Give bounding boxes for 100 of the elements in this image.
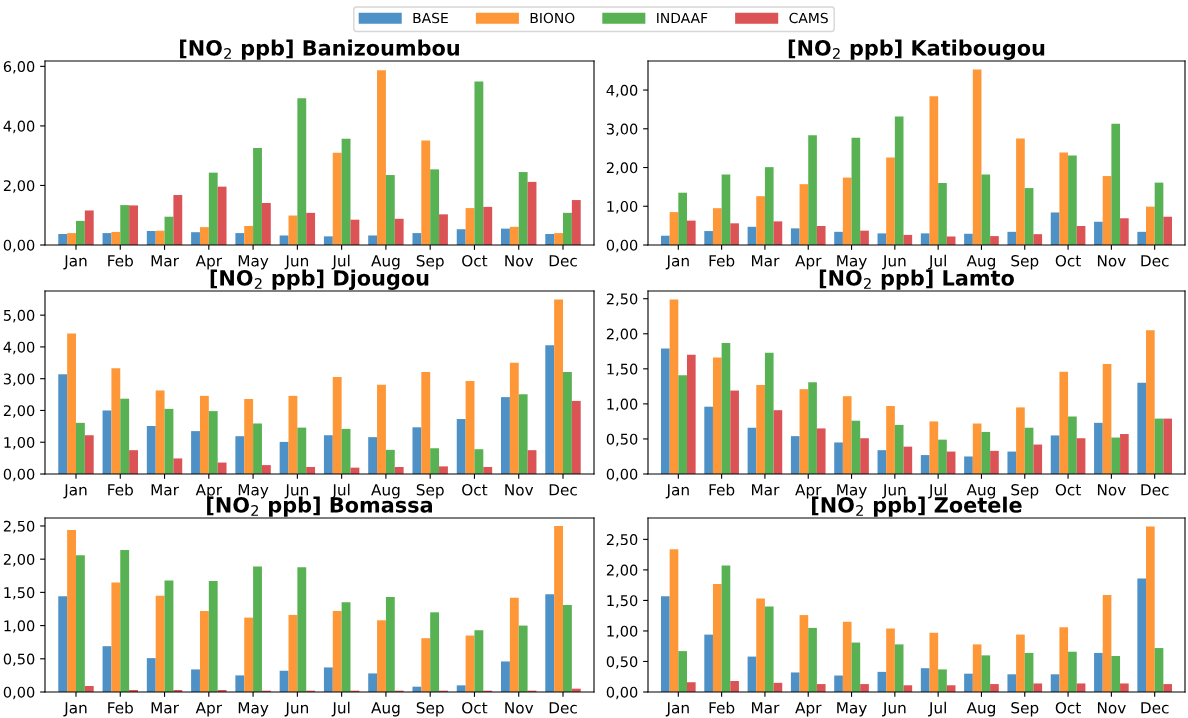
x-tick-label: Sep: [416, 701, 444, 717]
x-tick-label: Apr: [195, 702, 223, 717]
x-tick-label: Jul: [331, 483, 350, 499]
x-tick-label: May: [238, 255, 269, 270]
y-tick-label: 0,00: [3, 686, 35, 700]
y-tick-label: 3,00: [3, 373, 35, 386]
x-tick-label: Sep: [416, 254, 444, 270]
y-tick-label: 4,00: [3, 120, 35, 134]
y-tick-label: 3,00: [606, 123, 638, 137]
y-tick-label: 1,00: [4, 436, 35, 450]
x-tick-label: Dec: [549, 255, 577, 267]
x-tick-label: Jan: [63, 255, 87, 270]
y-tick-label: 6,00: [3, 61, 35, 74]
x-tick-label: Sep: [1011, 254, 1039, 270]
y-tick-label: 1,50: [607, 595, 638, 608]
y-tick-label: 1,00: [4, 620, 35, 633]
y-tick-label: 1,00: [607, 200, 638, 214]
x-tick-label: Oct: [462, 254, 488, 267]
y-tick-label: 0,50: [606, 656, 638, 669]
x-tick-label: Dec: [1141, 484, 1169, 496]
y-tick-label: 2,00: [3, 405, 35, 418]
y-tick-label: 0,00: [606, 239, 638, 253]
x-tick-label: Mar: [151, 702, 179, 714]
x-tick-label: Jul: [331, 701, 350, 717]
y-tick-label: 1,00: [607, 625, 638, 639]
y-tick-label: 1,50: [607, 363, 638, 377]
x-tick-label: Oct: [1055, 701, 1081, 714]
x-tick-label: May: [837, 702, 867, 717]
x-tick-label: Nov: [1097, 702, 1126, 714]
x-tick-label: Feb: [108, 254, 133, 267]
x-tick-label: Dec: [549, 702, 577, 714]
x-tick-label: Mar: [151, 484, 179, 496]
x-tick-label: Jan: [63, 702, 87, 717]
x-tick-label: May: [837, 255, 867, 270]
x-tick-label: Mar: [752, 484, 780, 496]
y-tick-label: 0,50: [606, 433, 638, 447]
x-tick-label: Aug: [371, 255, 400, 270]
x-tick-label: Feb: [108, 483, 133, 496]
x-tick-label: Sep: [416, 483, 444, 499]
legend-label: INDAAF: [657, 12, 708, 24]
y-tick-label: 4,00: [3, 341, 35, 355]
y-tick-label: 2,00: [606, 564, 638, 578]
x-tick-label: Apr: [795, 255, 822, 270]
y-tick-label: 1,00: [607, 398, 638, 412]
x-tick-label: Jan: [665, 255, 689, 270]
y-tick-label: 2,50: [3, 520, 35, 534]
x-tick-label: Jul: [331, 254, 350, 270]
x-tick-label: Nov: [1097, 255, 1126, 267]
x-tick-label: Feb: [709, 254, 735, 267]
x-tick-label: Feb: [108, 701, 133, 714]
x-tick-label: Oct: [462, 483, 488, 496]
x-tick-label: Dec: [549, 484, 577, 496]
x-tick-label: Jun: [284, 255, 308, 270]
x-tick-label: Aug: [371, 702, 400, 717]
x-tick-label: Jun: [882, 255, 906, 270]
x-tick-label: Feb: [709, 483, 735, 496]
x-tick-label: Nov: [505, 702, 534, 714]
x-tick-label: Feb: [709, 701, 735, 714]
legend-label: CAMS: [789, 12, 828, 24]
y-tick-label: 0,00: [606, 686, 638, 700]
x-tick-label: Mar: [151, 255, 179, 267]
y-tick-label: 2,00: [606, 328, 638, 342]
chart-title: [NO$_{2}$ ppb] Lamto: [819, 269, 1014, 290]
x-tick-label: Oct: [1055, 483, 1081, 496]
y-tick-label: 2,50: [606, 293, 638, 306]
x-tick-label: May: [238, 702, 269, 717]
x-tick-label: Dec: [1141, 702, 1169, 714]
x-tick-label: Oct: [1055, 254, 1081, 267]
x-tick-label: Apr: [795, 702, 822, 717]
x-tick-label: Oct: [462, 701, 488, 714]
chart-title: [NO$_{2}$ ppb] Djougou: [210, 269, 429, 290]
x-tick-label: Jul: [928, 701, 946, 717]
x-tick-label: Aug: [966, 702, 995, 717]
x-tick-label: Aug: [966, 255, 995, 270]
y-tick-label: 0,00: [3, 468, 35, 482]
x-tick-label: Jul: [928, 254, 946, 270]
legend-label: BASE: [413, 12, 448, 24]
chart-title: [NO$_{2}$ ppb] Katibougou: [788, 39, 1045, 60]
x-tick-label: Jun: [882, 702, 906, 717]
y-tick-label: 2,00: [606, 162, 638, 175]
x-tick-label: Jan: [665, 702, 689, 717]
x-tick-label: Apr: [195, 255, 223, 270]
y-tick-label: 2,00: [3, 180, 35, 193]
y-tick-label: 2,50: [606, 534, 638, 547]
y-tick-label: 4,00: [606, 84, 638, 98]
y-tick-label: 0,50: [3, 653, 35, 667]
y-tick-label: 1,50: [4, 587, 35, 600]
x-tick-label: Jan: [665, 484, 689, 499]
x-tick-label: Mar: [752, 702, 780, 714]
x-tick-label: Sep: [1011, 701, 1039, 717]
legend-label: BIONO: [530, 12, 575, 24]
chart-title: [NO$_{2}$ ppb] Banizoumbou: [180, 39, 459, 60]
x-tick-label: Nov: [1097, 484, 1126, 496]
x-tick-label: Jan: [63, 484, 87, 499]
x-tick-label: Nov: [505, 255, 534, 267]
y-tick-label: 0,00: [3, 239, 35, 253]
x-tick-label: Jun: [284, 702, 308, 717]
y-tick-label: 0,00: [606, 468, 638, 482]
y-tick-label: 2,00: [3, 553, 35, 567]
x-tick-label: Mar: [752, 255, 780, 267]
